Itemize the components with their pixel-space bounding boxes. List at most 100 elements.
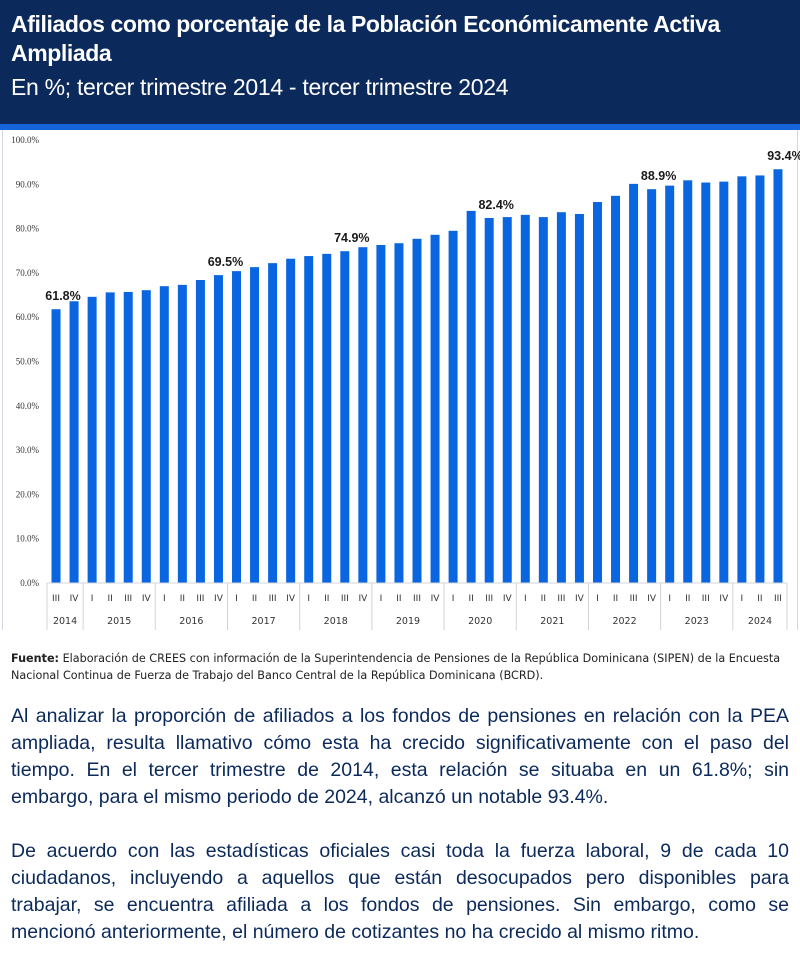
bar xyxy=(376,244,386,583)
quarter-tick-label: III xyxy=(413,594,421,604)
bar xyxy=(502,217,512,583)
data-label: 69.5% xyxy=(208,255,243,269)
bar xyxy=(69,301,79,583)
quarter-tick-label: III xyxy=(774,594,782,604)
quarter-tick-label: I xyxy=(741,594,744,604)
data-label: 82.4% xyxy=(478,198,513,212)
bar xyxy=(773,169,783,583)
quarter-tick-label: II xyxy=(396,594,401,604)
bar xyxy=(394,243,404,583)
bar xyxy=(629,183,639,583)
chart-title: Afiliados como porcentaje de la Població… xyxy=(11,11,720,66)
bar xyxy=(250,267,260,583)
bar xyxy=(755,175,765,583)
bar xyxy=(574,213,584,583)
bar xyxy=(358,247,368,583)
data-label: 74.9% xyxy=(334,231,369,245)
quarter-tick-label: I xyxy=(91,594,94,604)
header-banner: Afiliados como porcentaje de la Població… xyxy=(0,0,800,124)
bar xyxy=(87,296,97,583)
bar xyxy=(665,185,675,583)
y-tick-label: 50.0% xyxy=(16,357,40,367)
data-labels: 61.8% 69.5% 74.9% 82.4% 88.9% 93.4% xyxy=(45,149,800,303)
quarter-tick-label: I xyxy=(452,594,455,604)
bar xyxy=(340,251,350,583)
year-tick-label: 2017 xyxy=(251,616,275,627)
bar xyxy=(592,202,602,583)
quarter-tick-label: III xyxy=(702,594,710,604)
quarter-tick-label: IV xyxy=(142,594,152,604)
quarter-tick-label: III xyxy=(341,594,349,604)
quarter-tick-label: III xyxy=(124,594,132,604)
year-tick-label: 2021 xyxy=(540,616,564,627)
quarter-tick-label: III xyxy=(52,594,60,604)
chart-subtitle: En %; tercer trimestre 2014 - tercer tri… xyxy=(11,74,509,100)
bar xyxy=(611,195,621,583)
year-tick-label: 2023 xyxy=(685,616,709,627)
quarter-tick-label: III xyxy=(269,594,277,604)
y-tick-label: 60.0% xyxy=(16,312,40,322)
quarter-tick-label: IV xyxy=(214,594,224,604)
bar-chart: 0.0% 10.0% 20.0% 30.0% 40.0% 50.0% 60.0% 70.0% 8… xyxy=(11,135,800,630)
year-tick-label: 2020 xyxy=(468,616,492,627)
bar xyxy=(159,286,169,583)
bar xyxy=(51,309,61,583)
quarter-tick-label: II xyxy=(685,594,690,604)
analysis-paragraph-1: Al analizar la proporción de afiliados a… xyxy=(11,705,789,808)
data-label: 88.9% xyxy=(641,169,676,183)
bar xyxy=(412,238,422,583)
quarter-tick-label: IV xyxy=(70,594,80,604)
quarter-tick-label: II xyxy=(252,594,257,604)
bar xyxy=(232,271,242,583)
quarter-tick-label: I xyxy=(163,594,166,604)
bar xyxy=(538,217,548,583)
quarter-tick-label: IV xyxy=(719,594,729,604)
quarter-tick-label: IV xyxy=(358,594,368,604)
year-tick-label: 2016 xyxy=(179,616,203,627)
source-note: Fuente: Elaboración de CREES con informa… xyxy=(11,650,791,684)
bar xyxy=(213,275,223,583)
y-tick-label: 30.0% xyxy=(16,445,40,455)
quarter-tick-label: I xyxy=(596,594,599,604)
bar xyxy=(141,290,151,583)
bar xyxy=(177,284,187,583)
bar xyxy=(737,176,747,584)
bar xyxy=(484,217,494,583)
quarter-tick-label: II xyxy=(108,594,113,604)
source-label: Fuente: xyxy=(11,652,60,665)
header-accent-strip xyxy=(0,124,800,130)
bar xyxy=(683,180,693,584)
quarter-tick-label: IV xyxy=(431,594,441,604)
analysis-paragraph-2: De acuerdo con las estadísticas oficiale… xyxy=(11,840,789,943)
bars xyxy=(51,169,783,584)
bar xyxy=(448,230,458,583)
quarter-tick-label: III xyxy=(557,594,565,604)
quarter-tick-label: I xyxy=(668,594,671,604)
y-tick-label: 70.0% xyxy=(16,268,40,278)
quarter-tick-label: I xyxy=(380,594,383,604)
bar xyxy=(466,210,476,583)
bar xyxy=(105,292,115,583)
quarter-tick-label: II xyxy=(613,594,618,604)
quarter-tick-label: I xyxy=(307,594,310,604)
year-tick-label: 2022 xyxy=(612,616,636,627)
bar xyxy=(520,214,530,583)
year-tick-label: 2019 xyxy=(396,616,420,627)
bar xyxy=(647,189,657,583)
bar xyxy=(719,181,729,583)
year-tick-label: 2018 xyxy=(324,616,348,627)
y-tick-label: 90.0% xyxy=(16,179,40,189)
quarter-tick-label: III xyxy=(196,594,204,604)
bar xyxy=(322,253,332,583)
quarter-tick-label: IV xyxy=(503,594,513,604)
y-tick-label: 0.0% xyxy=(20,578,39,588)
quarter-tick-label: II xyxy=(541,594,546,604)
quarter-tick-label: IV xyxy=(286,594,296,604)
year-tick-label: 2015 xyxy=(107,616,131,627)
y-axis: 0.0% 10.0% 20.0% 30.0% 40.0% 50.0% 60.0% 70.0% 8… xyxy=(11,135,39,588)
bar xyxy=(195,279,205,583)
data-label: 61.8% xyxy=(45,289,80,303)
data-label: 93.4% xyxy=(767,149,800,163)
bar xyxy=(304,256,314,583)
